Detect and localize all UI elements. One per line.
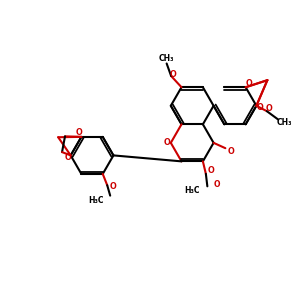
Text: O: O xyxy=(245,79,252,88)
Text: CH₃: CH₃ xyxy=(159,54,174,62)
Text: O: O xyxy=(208,166,214,175)
Text: O: O xyxy=(169,70,176,79)
Text: O: O xyxy=(76,128,82,137)
Text: O: O xyxy=(65,153,72,162)
Text: O: O xyxy=(214,180,220,189)
Text: O: O xyxy=(164,138,170,147)
Text: O: O xyxy=(227,147,234,156)
Text: O: O xyxy=(109,182,116,191)
Text: O: O xyxy=(266,104,272,113)
Text: H₃C: H₃C xyxy=(184,186,200,195)
Text: H₃C: H₃C xyxy=(88,196,103,205)
Text: CH₃: CH₃ xyxy=(277,118,292,127)
Text: O: O xyxy=(256,103,263,112)
